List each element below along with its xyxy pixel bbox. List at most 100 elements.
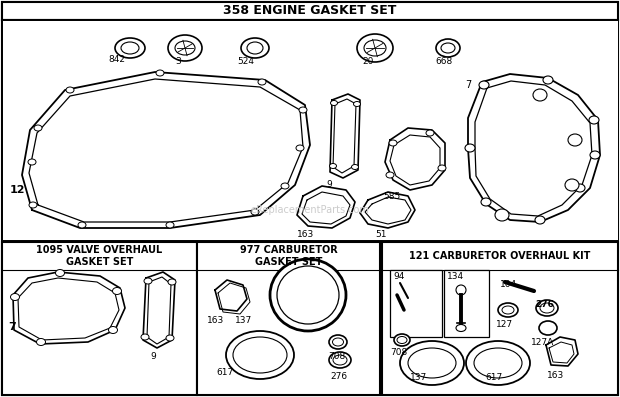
Ellipse shape	[166, 222, 174, 228]
Ellipse shape	[590, 151, 600, 159]
Ellipse shape	[233, 337, 287, 373]
Ellipse shape	[108, 326, 118, 333]
Text: 134: 134	[447, 272, 464, 281]
Ellipse shape	[112, 287, 122, 295]
Ellipse shape	[241, 38, 269, 58]
Text: 358 ENGINE GASKET SET: 358 ENGINE GASKET SET	[223, 4, 397, 17]
Ellipse shape	[364, 40, 386, 56]
Text: 20: 20	[362, 57, 373, 66]
Ellipse shape	[56, 270, 64, 276]
Text: 137: 137	[235, 316, 252, 325]
Text: 977 CARBURETOR
GASKET SET: 977 CARBURETOR GASKET SET	[239, 245, 337, 267]
Ellipse shape	[536, 300, 558, 316]
Ellipse shape	[329, 164, 337, 168]
Text: 12: 12	[10, 185, 25, 195]
Ellipse shape	[438, 165, 446, 171]
Ellipse shape	[166, 335, 174, 341]
Text: 9: 9	[150, 352, 156, 361]
Ellipse shape	[535, 216, 545, 224]
Text: 121 CARBURETOR OVERHAUL KIT: 121 CARBURETOR OVERHAUL KIT	[409, 251, 591, 261]
Ellipse shape	[543, 76, 553, 84]
Ellipse shape	[144, 278, 152, 284]
Text: 163: 163	[547, 371, 564, 380]
Ellipse shape	[466, 341, 530, 385]
Ellipse shape	[28, 159, 36, 165]
Ellipse shape	[34, 125, 42, 131]
Bar	[2, 20, 618, 240]
Ellipse shape	[258, 79, 266, 85]
Ellipse shape	[474, 348, 522, 378]
Text: 127A: 127A	[531, 338, 554, 347]
Ellipse shape	[78, 222, 86, 228]
Ellipse shape	[565, 179, 579, 191]
Bar	[382, 242, 618, 395]
Text: 163: 163	[207, 316, 224, 325]
Text: 94: 94	[393, 272, 404, 281]
Ellipse shape	[479, 81, 489, 89]
Ellipse shape	[352, 164, 358, 170]
Text: 617: 617	[485, 373, 502, 382]
Text: 585: 585	[383, 192, 401, 201]
Ellipse shape	[436, 39, 460, 57]
Bar	[2, 2, 618, 20]
Ellipse shape	[397, 337, 407, 343]
Ellipse shape	[394, 334, 410, 346]
Ellipse shape	[281, 183, 289, 189]
Ellipse shape	[456, 285, 466, 295]
Ellipse shape	[156, 70, 164, 76]
Ellipse shape	[332, 338, 343, 346]
Ellipse shape	[141, 334, 149, 340]
Ellipse shape	[353, 102, 360, 106]
Text: 524: 524	[237, 57, 254, 66]
Text: 9: 9	[326, 180, 332, 189]
Ellipse shape	[465, 144, 475, 152]
Bar	[444, 270, 489, 337]
Text: 7: 7	[8, 322, 16, 332]
Ellipse shape	[533, 89, 547, 101]
Text: eReplacementParts.com: eReplacementParts.com	[250, 205, 370, 215]
Text: 1095 VALVE OVERHAUL
GASKET SET: 1095 VALVE OVERHAUL GASKET SET	[37, 245, 162, 267]
Ellipse shape	[226, 331, 294, 379]
Ellipse shape	[539, 321, 557, 335]
Text: 163: 163	[297, 230, 314, 239]
Text: 708: 708	[390, 348, 407, 357]
Bar	[197, 242, 380, 395]
Ellipse shape	[299, 107, 307, 113]
Ellipse shape	[575, 184, 585, 192]
Ellipse shape	[29, 202, 37, 208]
Ellipse shape	[400, 341, 464, 385]
Ellipse shape	[408, 348, 456, 378]
Ellipse shape	[426, 130, 434, 136]
Ellipse shape	[121, 42, 139, 54]
Ellipse shape	[456, 324, 466, 331]
Text: 842: 842	[108, 55, 125, 64]
Ellipse shape	[277, 266, 339, 324]
Bar	[390, 270, 442, 337]
Ellipse shape	[247, 42, 263, 54]
Ellipse shape	[11, 293, 19, 301]
Ellipse shape	[168, 35, 202, 61]
Ellipse shape	[296, 145, 304, 151]
Ellipse shape	[481, 198, 491, 206]
Text: 7: 7	[465, 80, 471, 90]
Ellipse shape	[441, 43, 455, 53]
Ellipse shape	[357, 34, 393, 62]
Ellipse shape	[330, 100, 337, 106]
Text: 276: 276	[330, 372, 347, 381]
Ellipse shape	[270, 259, 346, 331]
Ellipse shape	[115, 38, 145, 58]
Text: 127: 127	[496, 320, 513, 329]
Ellipse shape	[329, 352, 351, 368]
Ellipse shape	[386, 172, 394, 178]
Text: 3: 3	[175, 57, 181, 66]
Ellipse shape	[333, 355, 347, 365]
Ellipse shape	[540, 303, 554, 313]
Text: 104: 104	[500, 280, 517, 289]
Ellipse shape	[589, 116, 599, 124]
Ellipse shape	[568, 134, 582, 146]
Ellipse shape	[329, 335, 347, 349]
Ellipse shape	[251, 209, 259, 215]
Ellipse shape	[175, 41, 195, 55]
Ellipse shape	[37, 339, 45, 345]
Text: 276: 276	[535, 300, 554, 309]
